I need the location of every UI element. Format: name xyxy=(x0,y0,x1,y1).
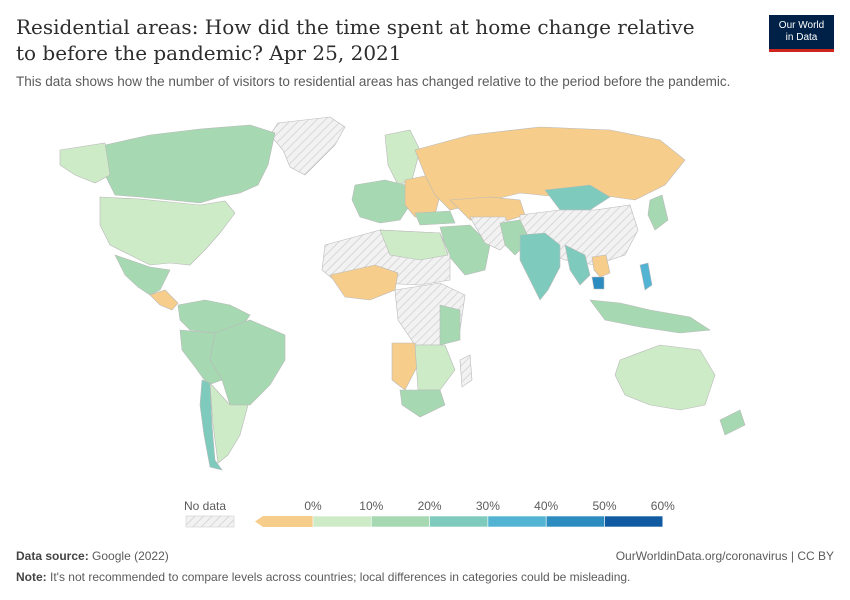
legend-tick-label: 40% xyxy=(534,499,558,513)
note-value: It's not recommended to compare levels a… xyxy=(50,570,631,584)
legend-bin-2 xyxy=(370,515,430,528)
legend-tick-label: 20% xyxy=(418,499,442,513)
note-label: Note: xyxy=(16,570,47,584)
logo-line-2: in Data xyxy=(785,32,818,43)
region-india[interactable] xyxy=(519,232,561,301)
world-map[interactable] xyxy=(0,105,850,485)
region-thailand-vietnam[interactable] xyxy=(591,254,611,278)
legend: No data 0% 10% 20% 30% 40% 50% 60% xyxy=(184,499,675,528)
region-japan[interactable] xyxy=(647,194,669,231)
region-southeast-asia[interactable] xyxy=(564,244,591,286)
region-argentina[interactable] xyxy=(209,382,249,464)
source-label: Data source: xyxy=(16,549,89,563)
legend-no-data-label: No data xyxy=(184,499,226,513)
data-source: Data source: Google (2022) xyxy=(16,549,169,563)
region-russia[interactable] xyxy=(414,126,686,211)
region-greenland[interactable] xyxy=(269,116,346,176)
region-alaska[interactable] xyxy=(59,142,111,184)
region-chile[interactable] xyxy=(199,379,223,471)
region-central-america[interactable] xyxy=(149,289,179,311)
legend-tick-label: 50% xyxy=(592,499,616,513)
region-mongolia[interactable] xyxy=(544,184,611,211)
legend-bin-1 xyxy=(312,515,372,528)
region-indonesia[interactable] xyxy=(589,299,711,334)
region-canada[interactable] xyxy=(104,124,276,204)
region-egypt-libya[interactable] xyxy=(379,229,449,261)
legend-tick-label: 10% xyxy=(359,499,383,513)
legend-tick-label: 30% xyxy=(476,499,500,513)
legend-tick-label: 0% xyxy=(304,499,322,513)
legend-bin-3 xyxy=(429,515,489,528)
region-cambodia[interactable] xyxy=(591,276,605,290)
region-turkey[interactable] xyxy=(414,210,456,226)
legend-bin-negative xyxy=(255,516,313,527)
region-mexico[interactable] xyxy=(114,254,171,296)
region-madagascar[interactable] xyxy=(459,354,473,388)
region-scandinavia[interactable] xyxy=(384,129,421,186)
region-usa[interactable] xyxy=(99,196,236,266)
region-new-zealand[interactable] xyxy=(719,409,746,436)
region-east-africa[interactable] xyxy=(439,304,461,346)
legend-no-data-swatch xyxy=(185,515,235,528)
chart-title: Residential areas: How did the time spen… xyxy=(16,15,695,65)
legend-bin-5 xyxy=(545,515,605,528)
legend-tick-label: 60% xyxy=(651,499,675,513)
region-australia[interactable] xyxy=(614,344,716,411)
source-value[interactable]: Google (2022) xyxy=(92,549,169,563)
footer-url[interactable]: OurWorldinData.org/coronavirus | CC BY xyxy=(615,549,834,563)
region-peru-bolivia[interactable] xyxy=(179,329,223,386)
logo-line-1: Our World xyxy=(778,20,825,31)
legend-bin-6 xyxy=(604,515,664,528)
region-western-europe[interactable] xyxy=(351,179,411,224)
legend-bin-4 xyxy=(487,515,547,528)
region-philippines[interactable] xyxy=(639,262,653,291)
owid-logo[interactable]: Our World in Data xyxy=(769,15,834,52)
region-south-africa[interactable] xyxy=(399,389,446,418)
chart-subtitle: This data shows how the number of visito… xyxy=(16,74,731,89)
region-southern-africa[interactable] xyxy=(414,344,456,391)
region-angola[interactable] xyxy=(391,342,419,391)
footer-note: Note: It's not recommended to compare le… xyxy=(16,570,630,584)
region-brazil[interactable] xyxy=(209,319,286,406)
